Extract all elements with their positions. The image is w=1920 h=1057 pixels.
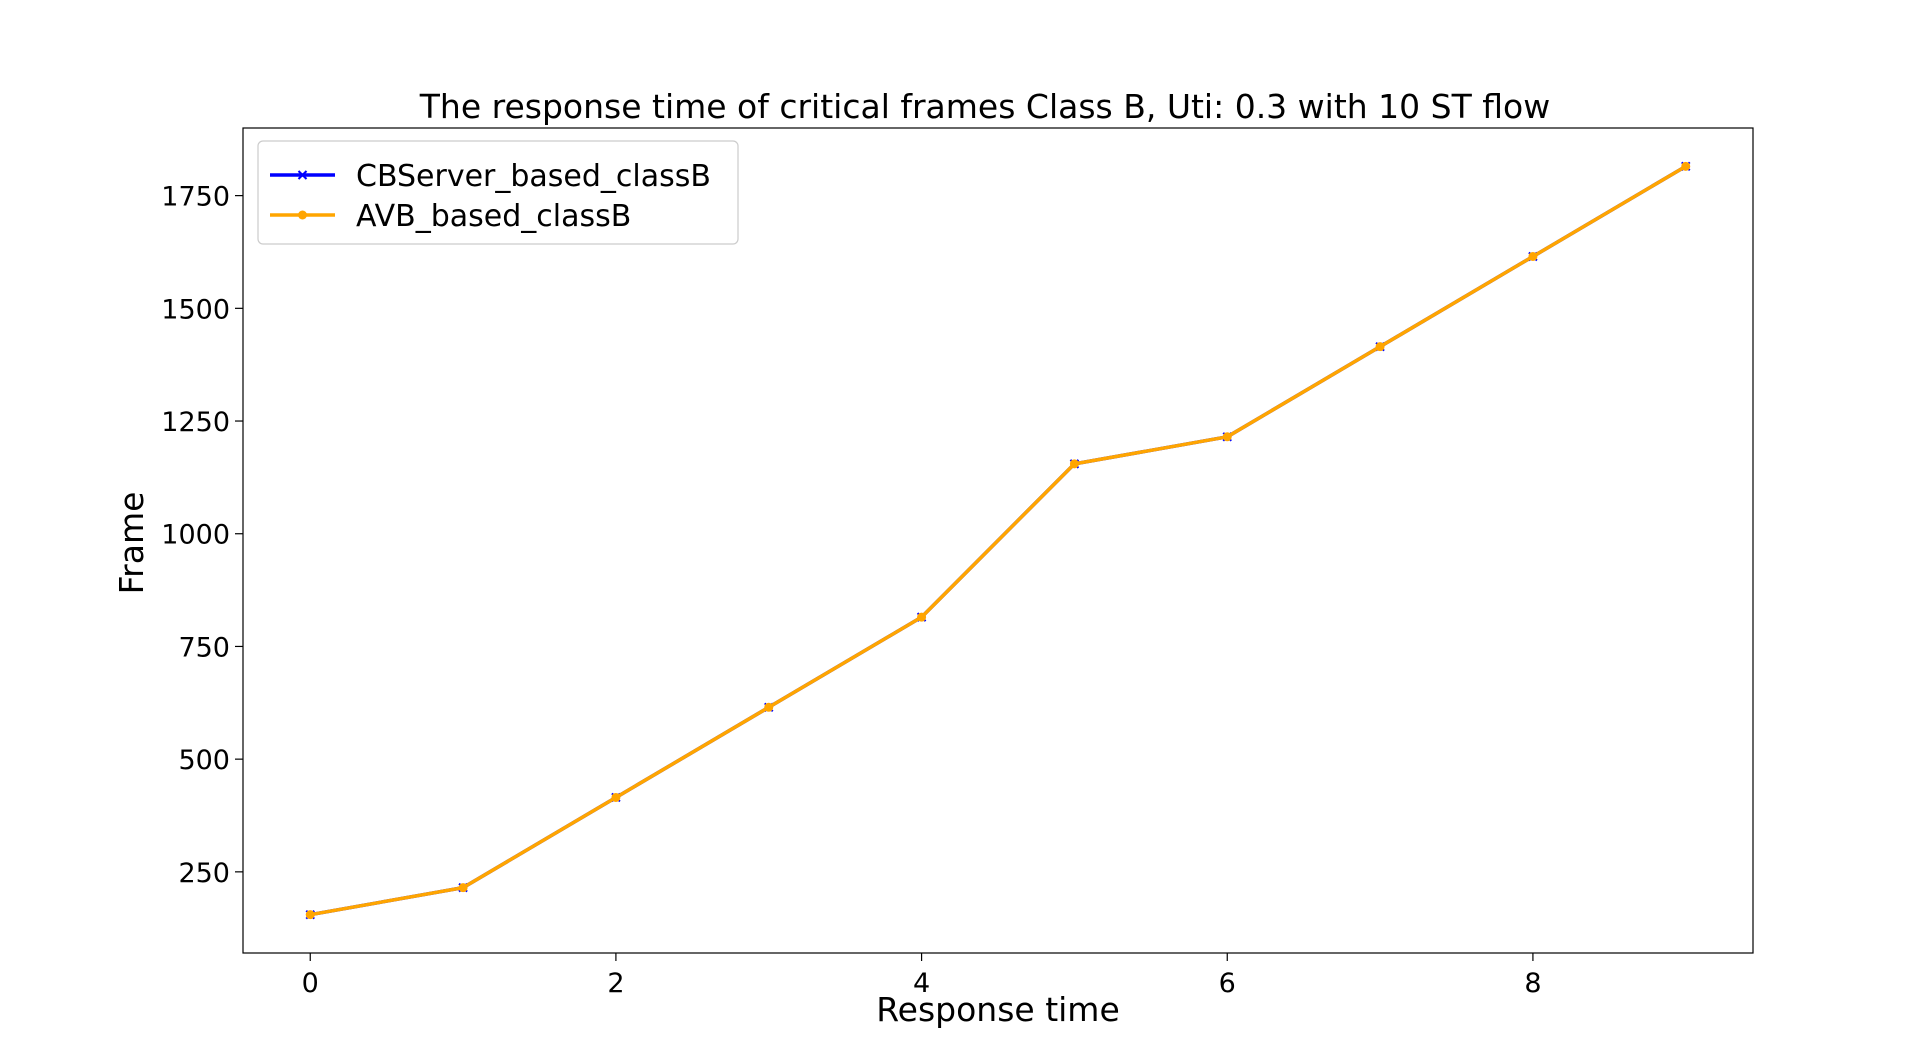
y-axis: 250 500 750 1000 1250 1500 1750	[161, 182, 243, 889]
x-tick-label: 0	[302, 968, 319, 999]
data-point	[764, 702, 774, 712]
legend: CBServer_based_classB AVB_based_classB	[257, 140, 739, 245]
series-line	[308, 164, 1688, 917]
data-point	[611, 792, 621, 802]
chart-title: The response time of critical frames Cla…	[419, 87, 1550, 126]
x-axis-label: Response time	[876, 990, 1120, 1029]
legend-entry: AVB_based_classB	[270, 199, 631, 234]
data-point	[1069, 459, 1079, 469]
series-2	[305, 161, 1691, 920]
data-point	[1375, 342, 1385, 352]
x-tick-label: 4	[913, 968, 930, 999]
y-tick-label: 1750	[161, 182, 230, 213]
plot-area	[242, 127, 1754, 954]
x-axis: 0 2 4 6 8	[302, 953, 1542, 999]
x-tick-label: 8	[1524, 968, 1541, 999]
y-tick-label: 1250	[161, 407, 230, 438]
data-point	[305, 910, 315, 920]
legend-entry: CBServer_based_classB	[270, 159, 711, 194]
legend-marker	[298, 210, 307, 220]
legend-marker	[297, 170, 308, 180]
legend-label: AVB_based_classB	[356, 199, 631, 234]
x-marker-stroke	[297, 170, 308, 180]
legend-frame	[257, 140, 739, 245]
data-point	[1528, 251, 1538, 261]
legend-label: CBServer_based_classB	[356, 159, 711, 194]
x-tick-label: 2	[607, 968, 624, 999]
y-tick-label: 250	[178, 858, 230, 889]
series-layer	[305, 161, 1691, 920]
data-point	[458, 883, 468, 893]
y-axis-label: Frame	[112, 492, 151, 595]
legend-entries: CBServer_based_classB AVB_based_classB	[270, 159, 711, 234]
y-tick-label: 750	[178, 632, 230, 663]
data-point	[1681, 161, 1691, 171]
data-point	[1222, 432, 1232, 442]
data-point	[917, 612, 927, 622]
y-tick-label: 1500	[161, 294, 230, 325]
y-tick-label: 500	[178, 745, 230, 776]
x-tick-label: 6	[1219, 968, 1236, 999]
y-tick-label: 1000	[161, 520, 230, 551]
